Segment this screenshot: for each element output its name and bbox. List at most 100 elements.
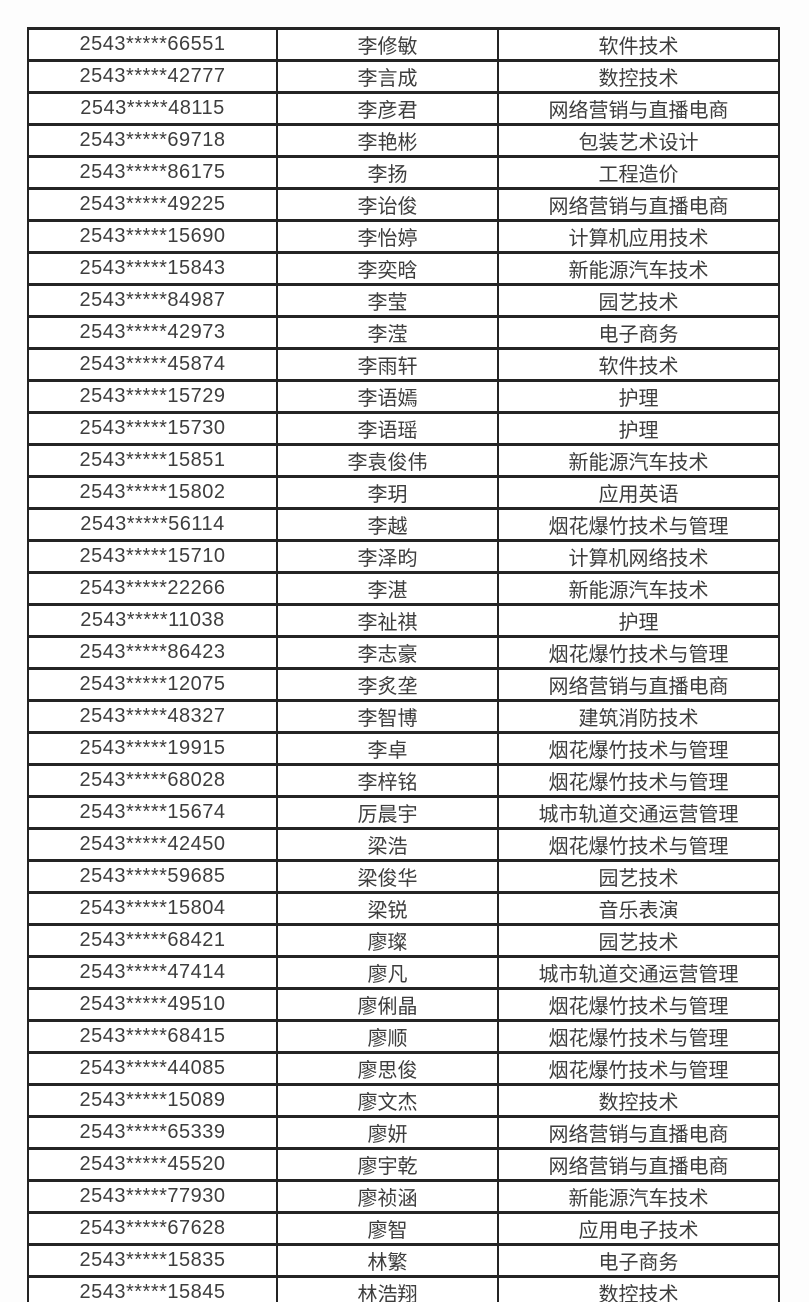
student-name-cell: 李滢 [276,315,499,350]
major-cell: 网络营销与直播电商 [497,1115,780,1150]
student-name-cell: 廖妍 [276,1115,499,1150]
major-cell: 护理 [497,379,780,414]
student-name-cell: 李奕晗 [276,251,499,286]
student-id-cell: 2543*****66551 [27,27,278,62]
student-name-cell: 廖顺 [276,1019,499,1054]
student-id-cell: 2543*****86175 [27,155,278,190]
major-cell: 园艺技术 [497,923,780,958]
student-name-cell: 廖璨 [276,923,499,958]
student-id-cell: 2543*****44085 [27,1051,278,1086]
student-id-cell: 2543*****12075 [27,667,278,702]
student-id-cell: 2543*****15674 [27,795,278,830]
student-name-cell: 梁俊华 [276,859,499,894]
table-row: 2543*****15730 李语瑶 护理 [27,411,780,446]
table-row: 2543*****59685 梁俊华 园艺技术 [27,859,780,894]
major-cell: 烟花爆竹技术与管理 [497,1019,780,1054]
major-cell: 护理 [497,603,780,638]
student-id-cell: 2543*****59685 [27,859,278,894]
student-name-cell: 李湛 [276,571,499,606]
table-row: 2543*****86175 李扬 工程造价 [27,155,780,190]
table-row: 2543*****67628 廖智 应用电子技术 [27,1211,780,1246]
major-cell: 新能源汽车技术 [497,443,780,478]
major-cell: 烟花爆竹技术与管理 [497,763,780,798]
student-id-cell: 2543*****68028 [27,763,278,798]
student-name-cell: 李莹 [276,283,499,318]
student-name-cell: 李怡婷 [276,219,499,254]
table-row: 2543*****15843 李奕晗 新能源汽车技术 [27,251,780,286]
major-cell: 工程造价 [497,155,780,190]
major-cell: 计算机网络技术 [497,539,780,574]
student-name-cell: 廖祯涵 [276,1179,499,1214]
table-row: 2543*****42973 李滢 电子商务 [27,315,780,350]
student-id-cell: 2543*****56114 [27,507,278,542]
student-id-cell: 2543*****47414 [27,955,278,990]
student-name-cell: 林浩翔 [276,1275,499,1302]
major-cell: 音乐表演 [497,891,780,926]
student-id-cell: 2543*****49510 [27,987,278,1022]
major-cell: 烟花爆竹技术与管理 [497,635,780,670]
table-row: 2543*****15710 李泽昀 计算机网络技术 [27,539,780,574]
table-row: 2543*****19915 李卓 烟花爆竹技术与管理 [27,731,780,766]
student-name-cell: 廖文杰 [276,1083,499,1118]
student-id-cell: 2543*****65339 [27,1115,278,1150]
table-row: 2543*****65339 廖妍 网络营销与直播电商 [27,1115,780,1150]
student-id-cell: 2543*****15851 [27,443,278,478]
table-row: 2543*****15845 林浩翔 数控技术 [27,1275,780,1302]
student-name-cell: 李袁俊伟 [276,443,499,478]
student-id-cell: 2543*****15843 [27,251,278,286]
major-cell: 新能源汽车技术 [497,1179,780,1214]
major-cell: 城市轨道交通运营管理 [497,795,780,830]
table-row: 2543*****48327 李智博 建筑消防技术 [27,699,780,734]
student-name-cell: 李艳彬 [276,123,499,158]
major-cell: 护理 [497,411,780,446]
student-id-cell: 2543*****15710 [27,539,278,574]
student-id-cell: 2543*****15835 [27,1243,278,1278]
student-name-cell: 李梓铭 [276,763,499,798]
student-id-cell: 2543*****77930 [27,1179,278,1214]
major-cell: 烟花爆竹技术与管理 [497,1051,780,1086]
student-name-cell: 李扬 [276,155,499,190]
student-name-cell: 李语瑶 [276,411,499,446]
student-id-cell: 2543*****69718 [27,123,278,158]
student-name-cell: 厉晨宇 [276,795,499,830]
student-table: 2543*****66551 李修敏 软件技术 2543*****42777 李言成 数控… [27,27,780,1302]
student-name-cell: 廖俐晶 [276,987,499,1022]
major-cell: 网络营销与直播电商 [497,667,780,702]
student-id-cell: 2543*****15802 [27,475,278,510]
major-cell: 网络营销与直播电商 [497,187,780,222]
student-name-cell: 李玥 [276,475,499,510]
student-name-cell: 李卓 [276,731,499,766]
student-id-cell: 2543*****45874 [27,347,278,382]
student-id-cell: 2543*****15729 [27,379,278,414]
student-name-cell: 李言成 [276,59,499,94]
student-id-cell: 2543*****48327 [27,699,278,734]
student-id-cell: 2543*****48115 [27,91,278,126]
table-row: 2543*****48115 李彦君 网络营销与直播电商 [27,91,780,126]
table-row: 2543*****77930 廖祯涵 新能源汽车技术 [27,1179,780,1214]
major-cell: 应用电子技术 [497,1211,780,1246]
table-row: 2543*****45520 廖宇乾 网络营销与直播电商 [27,1147,780,1182]
student-id-cell: 2543*****86423 [27,635,278,670]
major-cell: 计算机应用技术 [497,219,780,254]
major-cell: 数控技术 [497,1083,780,1118]
student-name-cell: 李彦君 [276,91,499,126]
table-row: 2543*****22266 李湛 新能源汽车技术 [27,571,780,606]
student-name-cell: 李祉祺 [276,603,499,638]
student-name-cell: 李志豪 [276,635,499,670]
table-row: 2543*****68415 廖顺 烟花爆竹技术与管理 [27,1019,780,1054]
student-id-cell: 2543*****42973 [27,315,278,350]
table-row: 2543*****56114 李越 烟花爆竹技术与管理 [27,507,780,542]
table-row: 2543*****66551 李修敏 软件技术 [27,27,780,62]
table-row: 2543*****12075 李炙垄 网络营销与直播电商 [27,667,780,702]
table-row: 2543*****15835 林繁 电子商务 [27,1243,780,1278]
student-id-cell: 2543*****45520 [27,1147,278,1182]
major-cell: 烟花爆竹技术与管理 [497,731,780,766]
table-row: 2543*****45874 李雨轩 软件技术 [27,347,780,382]
student-name-cell: 李雨轩 [276,347,499,382]
student-id-cell: 2543*****19915 [27,731,278,766]
major-cell: 网络营销与直播电商 [497,91,780,126]
table-row: 2543*****68421 廖璨 园艺技术 [27,923,780,958]
table-row: 2543*****49510 廖俐晶 烟花爆竹技术与管理 [27,987,780,1022]
table-row: 2543*****49225 李诒俊 网络营销与直播电商 [27,187,780,222]
